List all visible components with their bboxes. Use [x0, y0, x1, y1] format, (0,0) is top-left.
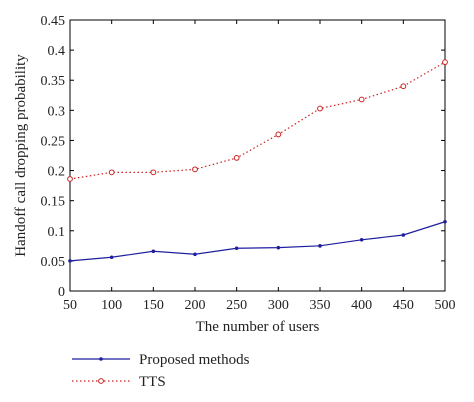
data-point-1: [150, 169, 157, 176]
y-tick-label: 0.25: [41, 134, 66, 149]
y-axis-ticks: 0 0.05 0.1 0.15 0.2 0.25 0.3 0.35 0.4 0.45: [41, 14, 445, 300]
data-point-0: [443, 219, 447, 224]
data-point-1: [317, 105, 323, 112]
x-axis-ticks: 50 100 150 200 250 300 350 400 450 500: [63, 20, 456, 313]
data-point-1: [400, 83, 407, 90]
data-point-0: [318, 244, 322, 248]
y-axis-title: Handoff call dropping probability: [13, 54, 29, 257]
y-tick-label: 0.35: [41, 74, 66, 89]
x-tick-label: 250: [226, 298, 247, 313]
x-axis-title: The number of users: [196, 319, 320, 335]
legend-label-tts: TTS: [139, 374, 166, 390]
y-tick-label: 0.4: [48, 44, 66, 59]
data-point-1: [275, 131, 282, 138]
legend-marker-tts: [98, 378, 104, 384]
x-tick-label: 300: [268, 298, 289, 313]
y-tick-label: 0: [58, 285, 65, 300]
y-tick-label: 0.05: [41, 255, 66, 270]
data-point-1: [108, 169, 115, 176]
series-line-1: [69, 61, 446, 180]
y-tick-label: 0.15: [41, 195, 66, 210]
legend-marker-proposed: [99, 357, 103, 361]
data-point-0: [401, 233, 406, 237]
x-tick-label: 50: [63, 298, 77, 313]
x-tick-label: 450: [393, 298, 414, 313]
series-layer: [67, 59, 448, 263]
x-tick-label: 100: [101, 298, 122, 313]
x-tick-label: 150: [143, 298, 164, 313]
data-point-0: [234, 246, 239, 251]
data-point-1: [442, 59, 448, 66]
y-tick-label: 0.2: [48, 165, 66, 180]
data-point-0: [68, 259, 72, 263]
y-tick-label: 0.3: [48, 104, 66, 119]
data-point-0: [109, 255, 114, 260]
legend: Proposed methods TTS: [72, 352, 250, 390]
y-tick-label: 0.45: [41, 14, 66, 29]
x-tick-label: 400: [351, 298, 372, 313]
legend-label-proposed: Proposed methods: [139, 352, 250, 368]
data-point-0: [151, 249, 156, 254]
x-tick-label: 200: [185, 298, 206, 313]
data-point-1: [233, 155, 240, 161]
x-tick-label: 350: [310, 298, 331, 313]
plot-frame: [69, 19, 446, 292]
y-tick-label: 0.1: [48, 225, 66, 240]
series-line-0: [69, 221, 446, 262]
data-point-1: [67, 176, 73, 182]
data-point-1: [358, 96, 365, 103]
data-point-1: [192, 166, 198, 173]
data-point-0: [359, 238, 364, 242]
x-tick-label: 500: [435, 298, 456, 313]
data-point-0: [276, 245, 281, 250]
data-point-0: [193, 252, 197, 257]
